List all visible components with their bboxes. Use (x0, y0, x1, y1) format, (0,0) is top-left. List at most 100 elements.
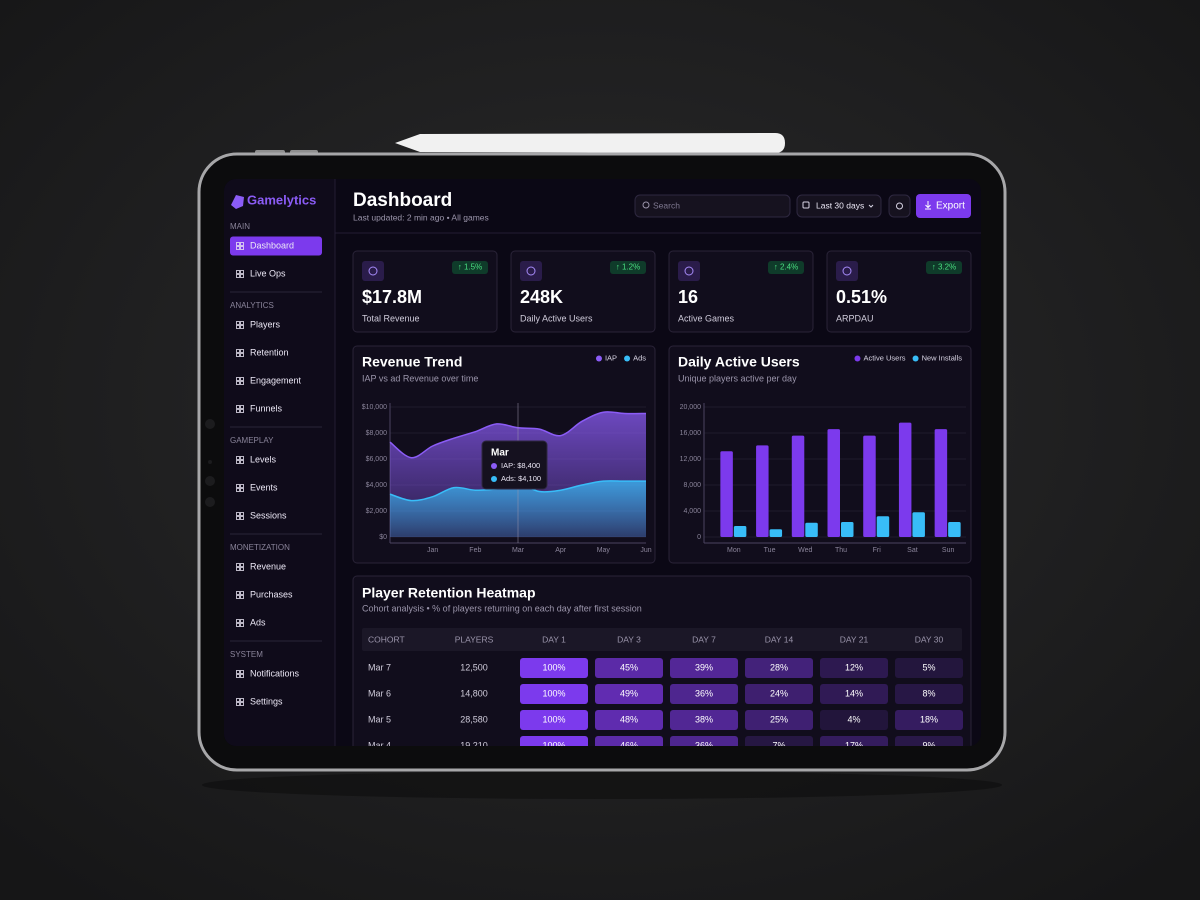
column-header: COHORT (368, 634, 405, 644)
heat-value: 48% (620, 714, 638, 724)
legend-label: Ads (633, 353, 646, 362)
nav-item[interactable]: Retention (250, 347, 289, 357)
cohort: Mar 4 (368, 740, 391, 750)
nav-section: GAMEPLAY (230, 436, 274, 445)
nav-item[interactable]: Notifications (250, 668, 300, 678)
kpi-icon (520, 261, 542, 281)
nav-item[interactable]: Ads (250, 617, 266, 627)
nav-icon (240, 567, 244, 571)
column-header: DAY 30 (915, 634, 944, 644)
y-tick-label: 4,000 (683, 508, 701, 515)
x-tick-label: Sat (907, 547, 918, 554)
nav-icon (236, 488, 240, 492)
calendar-icon (802, 201, 810, 209)
nav-icon (236, 349, 240, 353)
nav-section: ANALYTICS (230, 301, 274, 310)
cohort: Mar 7 (368, 662, 391, 672)
heat-cell (895, 684, 963, 704)
date-range: Last 30 days (816, 200, 864, 210)
chart-subtitle: IAP vs ad Revenue over time (362, 373, 478, 383)
column-header: DAY 7 (692, 634, 716, 644)
nav-item[interactable]: Engagement (250, 375, 302, 385)
nav-icon (240, 242, 244, 246)
y-tick-label: $8,000 (366, 430, 388, 437)
nav-item[interactable]: Players (250, 319, 281, 329)
heat-cell (895, 736, 963, 746)
export-button[interactable] (916, 194, 971, 218)
y-tick-label: $2,000 (366, 508, 388, 515)
nav-item[interactable]: Events (250, 482, 278, 492)
heat-cell (520, 658, 588, 678)
y-tick-label: $0 (379, 534, 387, 541)
nav-item[interactable]: Live Ops (250, 268, 286, 278)
heat-value: 14% (845, 688, 863, 698)
tooltip-title: Mar (491, 448, 509, 459)
pencil (395, 133, 785, 153)
page-title: Dashboard (353, 190, 452, 211)
nav-item[interactable]: Settings (250, 696, 283, 706)
export-icon (925, 201, 931, 210)
date-button[interactable] (796, 194, 882, 218)
nav-icon (236, 353, 240, 357)
heat-value: 12% (845, 662, 863, 672)
refresh-button[interactable] (888, 194, 911, 218)
nav-item[interactable]: Dashboard (250, 240, 294, 250)
heat-cell (820, 710, 888, 730)
heat-value: 39% (695, 662, 713, 672)
nav-icon (236, 591, 240, 595)
kpi-change: ↑ 3.2% (932, 263, 956, 272)
kpi-value: 248K (520, 287, 563, 307)
heat-cell (670, 736, 738, 746)
nav-item[interactable]: Purchases (250, 589, 293, 599)
heat-value: 46% (620, 740, 638, 750)
table-header (362, 628, 962, 651)
players: 28,580 (460, 714, 488, 724)
nav-icon (240, 353, 244, 357)
kpi-glyph (684, 266, 694, 276)
players: 19,210 (460, 740, 488, 750)
chevron (868, 204, 874, 208)
nav-item[interactable]: Sessions (250, 510, 287, 520)
heat-cell (520, 736, 588, 746)
chart-title: Daily Active Users (678, 354, 800, 370)
export-label: Export (936, 201, 965, 212)
heat-cell (595, 736, 663, 746)
search-placeholder: Search (653, 200, 680, 210)
column-header: DAY 3 (617, 634, 641, 644)
bar (934, 429, 948, 537)
nav-icon (240, 405, 244, 409)
nav-item[interactable]: Revenue (250, 561, 286, 571)
bar (756, 445, 769, 537)
nav-icon (240, 270, 244, 274)
nav-icon (240, 698, 244, 702)
nav-section: MONETIZATION (230, 543, 290, 552)
legend-label: Active Users (863, 353, 905, 362)
nav-icon (236, 623, 240, 627)
heat-cell (820, 658, 888, 678)
heat-cell (595, 658, 663, 678)
kpi-value: 0.51% (836, 287, 887, 307)
nav-icon (236, 321, 240, 325)
nav-item[interactable]: Levels (250, 454, 277, 464)
bar (769, 529, 783, 537)
legend-label: New Installs (922, 353, 963, 362)
tooltip-line: IAP: $8,400 (501, 461, 540, 470)
chart-card (668, 345, 972, 564)
nav-item[interactable]: Funnels (250, 403, 283, 413)
kpi-icon (362, 261, 384, 281)
bar (827, 429, 840, 537)
x-tick-label: Apr (555, 547, 567, 554)
heat-cell (670, 684, 738, 704)
kpi-label: Daily Active Users (520, 313, 593, 323)
nav-icon (240, 377, 244, 381)
y-tick-label: 12,000 (680, 456, 702, 463)
heat-cell (745, 710, 813, 730)
nav-icon (236, 674, 240, 678)
y-tick-label: 16,000 (680, 430, 702, 437)
kpi-glyph (526, 266, 536, 276)
heat-cell (595, 684, 663, 704)
search-box[interactable] (634, 194, 791, 218)
x-tick-label: Jun (640, 547, 651, 554)
